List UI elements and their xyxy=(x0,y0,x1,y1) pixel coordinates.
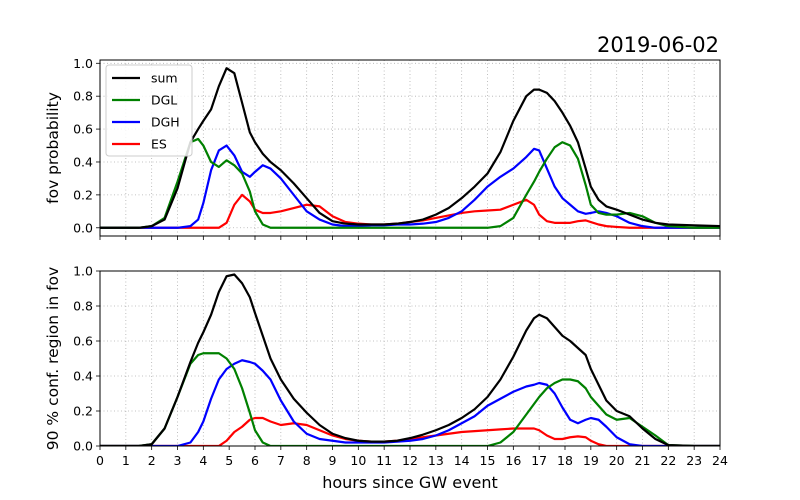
x-tick-label: 0 xyxy=(96,453,104,468)
y-tick-label: 0.0 xyxy=(73,220,93,235)
x-tick-label: 20 xyxy=(609,453,625,468)
x-tick-label: 11 xyxy=(376,453,392,468)
y-tick-label: 0.8 xyxy=(73,299,93,314)
y-tick-label: 0.6 xyxy=(73,122,93,137)
bottom-panel-conf-region: 0 1 2 3 4 5 6 7 8 9 10 11 12 13 14 15 16 17 18 19 20 21 22 23 24… xyxy=(44,264,728,469)
legend-label-es: ES xyxy=(151,137,167,152)
legend-label-dgh: DGH xyxy=(151,115,180,130)
x-tick-label: 23 xyxy=(686,453,702,468)
x-tick-label: 14 xyxy=(454,453,470,468)
x-tick-label: 3 xyxy=(174,453,182,468)
y-tick-label: 1.0 xyxy=(73,264,93,279)
y-tick-label: 0.8 xyxy=(73,89,93,104)
legend-label-sum: sum xyxy=(151,71,178,86)
x-tick-label: 15 xyxy=(480,453,496,468)
x-tick-label: 18 xyxy=(557,453,573,468)
x-tick-label: 13 xyxy=(428,453,444,468)
x-axis-label: hours since GW event xyxy=(322,473,498,492)
legend-label-dgl: DGL xyxy=(151,93,177,108)
x-tick-label: 12 xyxy=(402,453,418,468)
series-line-dgh xyxy=(100,144,720,229)
x-tick-label: 1 xyxy=(122,453,130,468)
x-tick-label: 4 xyxy=(199,453,207,468)
y-tick-label: 0.2 xyxy=(73,404,93,419)
y-tick-label: 0.4 xyxy=(73,154,93,169)
x-tick-label: 9 xyxy=(329,453,337,468)
series-line-sum xyxy=(100,273,720,446)
date-label: 2019-06-02 xyxy=(597,33,719,57)
y-tick-label: 0.0 xyxy=(73,439,93,454)
series-line-sum xyxy=(100,67,720,229)
series-line-dgl xyxy=(100,137,720,229)
series-line-dgl xyxy=(100,352,720,446)
legend: sum DGL DGH ES xyxy=(105,64,193,157)
x-tick-label: 19 xyxy=(583,453,599,468)
y-axis-label: fov probability xyxy=(44,92,62,204)
y-axis-label: 90 % conf. region in fov xyxy=(44,267,62,450)
x-tick-label: 21 xyxy=(635,453,651,468)
x-tick-label: 2 xyxy=(148,453,156,468)
legend-box xyxy=(105,64,193,157)
x-tick-label: 7 xyxy=(277,453,285,468)
x-tick-label: 22 xyxy=(660,453,676,468)
x-tick-label: 16 xyxy=(505,453,521,468)
y-tick-label: 0.2 xyxy=(73,187,93,202)
series-line-dgh xyxy=(100,359,720,446)
x-tick-label: 24 xyxy=(712,453,728,468)
x-tick-label: 8 xyxy=(303,453,311,468)
y-tick-label: 0.4 xyxy=(73,369,93,384)
top-panel-fov-probability: 0.0 0.2 0.4 0.6 0.8 1.0 fov probability sum DGL D… xyxy=(44,56,721,240)
x-tick-label: 6 xyxy=(251,453,259,468)
x-tick-label: 10 xyxy=(350,453,366,468)
x-tick-label: 5 xyxy=(225,453,233,468)
y-tick-label: 1.0 xyxy=(73,56,93,71)
y-tick-label: 0.6 xyxy=(73,334,93,349)
x-tick-label: 17 xyxy=(531,453,547,468)
